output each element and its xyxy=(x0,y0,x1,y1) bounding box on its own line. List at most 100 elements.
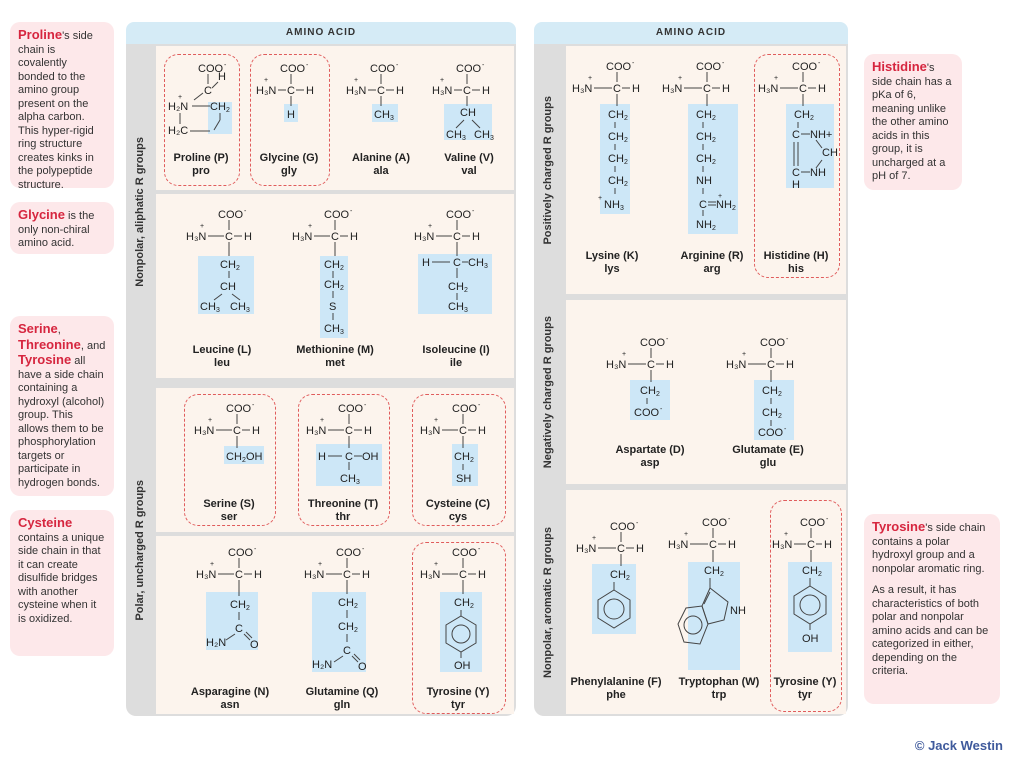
svg-text:NH: NH xyxy=(810,167,826,179)
svg-text:2: 2 xyxy=(226,107,230,114)
svg-text:C: C xyxy=(287,85,295,97)
group-label-polar: Polar, uncharged R groups xyxy=(128,386,152,714)
svg-text:COO: COO xyxy=(198,63,224,75)
svg-text:H₂N: H₂N xyxy=(168,101,188,113)
svg-text:COO: COO xyxy=(800,517,826,529)
svg-text:3: 3 xyxy=(490,135,494,142)
dashed-box-serine xyxy=(184,394,276,526)
structure-proline: COO - CH + H₂N H₂C CH 2 xyxy=(168,62,232,137)
label-alanine: Alanine (A) ala xyxy=(336,152,426,178)
svg-text:H₃N: H₃N xyxy=(306,425,326,437)
label-valine: Valine (V) val xyxy=(424,152,514,178)
svg-text:-: - xyxy=(224,62,227,69)
svg-text:COO: COO xyxy=(634,407,660,419)
aa-abbr: leu xyxy=(214,357,230,369)
svg-text:CH: CH xyxy=(220,259,236,271)
svg-text:2: 2 xyxy=(732,205,736,212)
label-tyrosine-aromatic: Tyrosine (Y) tyr xyxy=(770,676,840,702)
svg-text:H: H xyxy=(824,539,832,551)
svg-text:+: + xyxy=(718,193,722,200)
svg-text:C: C xyxy=(459,425,467,437)
svg-text:H: H xyxy=(318,451,326,463)
svg-text:COO: COO xyxy=(640,337,666,349)
svg-text:C: C xyxy=(345,425,353,437)
svg-text:H: H xyxy=(362,569,370,581)
svg-text:+: + xyxy=(320,417,324,424)
aa-name: Serine (S) xyxy=(203,498,255,510)
group-label-text: Nonpolar, aromatic R groups xyxy=(542,526,554,678)
svg-text:+: + xyxy=(434,417,438,424)
svg-text:-: - xyxy=(636,520,639,527)
svg-text:COO: COO xyxy=(280,63,306,75)
svg-text:C: C xyxy=(647,359,655,371)
svg-text:H₃N: H₃N xyxy=(194,425,214,437)
label-serine: Serine (S) ser xyxy=(184,498,274,524)
aa-name: Leucine (L) xyxy=(192,344,252,356)
svg-text:CH: CH xyxy=(640,385,656,397)
svg-text:CH: CH xyxy=(230,301,246,313)
dashed-box-histidine xyxy=(754,54,840,278)
note-tyrosine: Tyrosine's side chain contains a polar h… xyxy=(864,514,1000,704)
svg-text:-: - xyxy=(350,208,353,215)
svg-text:+: + xyxy=(200,223,204,230)
svg-text:2: 2 xyxy=(340,285,344,292)
svg-text:H₃N: H₃N xyxy=(256,85,276,97)
svg-text:NH+: NH+ xyxy=(810,129,832,141)
svg-text:C: C xyxy=(453,231,461,243)
svg-text:H₃N: H₃N xyxy=(662,83,682,95)
svg-text:CH: CH xyxy=(448,281,464,293)
aa-name: Tryptophan (W) xyxy=(678,676,760,688)
svg-text:NH: NH xyxy=(716,199,732,211)
svg-text:CH: CH xyxy=(762,385,778,397)
aa-name: Glutamine (Q) xyxy=(305,686,379,698)
svg-text:C: C xyxy=(792,129,800,141)
svg-text:C: C xyxy=(799,83,807,95)
svg-text:C: C xyxy=(225,231,233,243)
aa-abbr: tyr xyxy=(450,699,466,711)
svg-text:H₃N: H₃N xyxy=(186,231,206,243)
svg-text:-: - xyxy=(244,208,247,215)
note-term: Proline xyxy=(18,27,63,42)
svg-text:2: 2 xyxy=(340,265,344,272)
svg-text:+: + xyxy=(784,531,788,538)
svg-text:COO: COO xyxy=(218,209,244,221)
svg-text:O: O xyxy=(358,661,367,673)
svg-text:COO: COO xyxy=(696,61,722,73)
svg-text:CH: CH xyxy=(802,565,818,577)
aa-name: Alanine (A) xyxy=(351,152,411,164)
aa-abbr: his xyxy=(788,263,804,275)
svg-text:H₃N: H₃N xyxy=(606,359,626,371)
group-label-text: Nonpolar, aliphatic R groups xyxy=(134,137,146,287)
svg-text:C: C xyxy=(699,199,707,211)
note-term: Histidine xyxy=(872,59,927,74)
note-sep: , and xyxy=(80,339,106,352)
svg-text:H₃N: H₃N xyxy=(726,359,746,371)
svg-text:CH: CH xyxy=(468,257,484,269)
svg-text:2: 2 xyxy=(236,265,240,272)
svg-text:2: 2 xyxy=(712,159,716,166)
svg-text:CH: CH xyxy=(210,101,226,113)
svg-text:H: H xyxy=(350,231,358,243)
svg-text:COO: COO xyxy=(446,209,472,221)
svg-text:+: + xyxy=(210,561,214,568)
svg-text:2: 2 xyxy=(354,603,358,610)
svg-text:CH: CH xyxy=(608,131,624,143)
svg-text:-: - xyxy=(364,402,367,409)
note-term: Cysteine xyxy=(18,515,73,530)
svg-text:COO: COO xyxy=(370,63,396,75)
svg-text:-: - xyxy=(254,546,257,553)
svg-text:C: C xyxy=(235,623,243,635)
svg-text:CH: CH xyxy=(696,131,712,143)
svg-text:C: C xyxy=(792,167,800,179)
svg-text:CH: CH xyxy=(230,599,246,611)
svg-text:+: + xyxy=(622,351,626,358)
svg-text:CH: CH xyxy=(340,473,356,485)
label-glutamate: Glutamate (E) glu xyxy=(720,444,816,470)
svg-text:-: - xyxy=(666,336,669,343)
label-cysteine: Cysteine (C) cys xyxy=(412,498,504,524)
aa-name: Threonine (T) xyxy=(307,498,379,510)
